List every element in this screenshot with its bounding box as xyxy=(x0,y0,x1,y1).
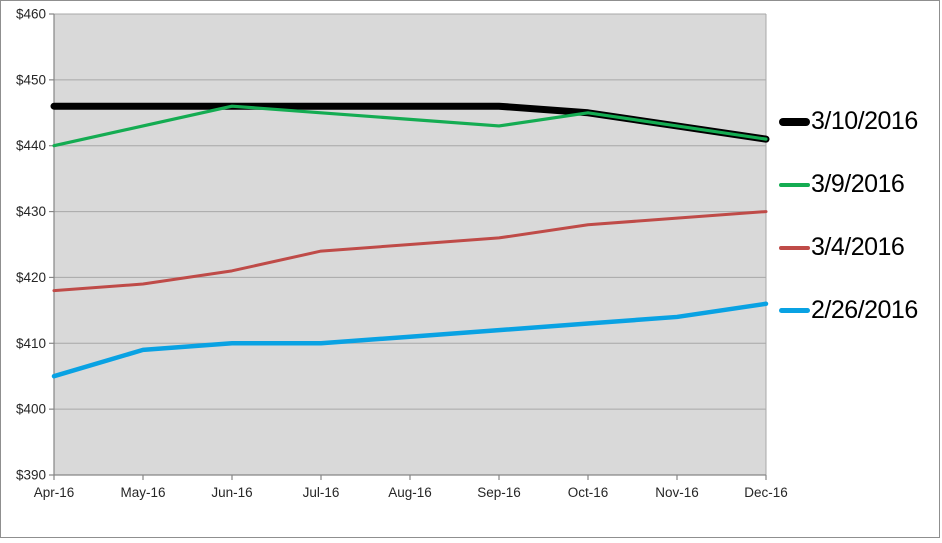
legend-item: 3/10/2016 xyxy=(779,90,941,153)
y-tick-label: $460 xyxy=(16,7,46,22)
series-line-2-26-2016 xyxy=(51,301,769,379)
legend-label: 3/10/2016 xyxy=(811,107,918,135)
x-tick-label: Dec-16 xyxy=(744,485,788,500)
y-tick-label: $410 xyxy=(16,336,46,351)
x-tick-label: Oct-16 xyxy=(568,485,609,500)
y-tick-label: $450 xyxy=(16,72,46,87)
series-line-3-4-2016 xyxy=(52,210,768,293)
legend-label: 3/4/2016 xyxy=(811,233,905,261)
series-line-3-9-2016 xyxy=(52,104,768,148)
y-tick-label: $400 xyxy=(16,402,46,417)
legend-line-marker xyxy=(779,245,810,250)
y-tick-label: $390 xyxy=(16,468,46,483)
legend-item: 2/26/2016 xyxy=(779,279,941,342)
legend-item: 3/9/2016 xyxy=(779,153,941,216)
x-tick-label: May-16 xyxy=(120,485,165,500)
x-tick-label: Jun-16 xyxy=(211,485,252,500)
legend-label: 2/26/2016 xyxy=(811,296,918,324)
y-tick-label: $420 xyxy=(16,270,46,285)
chart-legend: 3/10/2016 3/9/2016 3/4/2016 2/26/2016 xyxy=(779,90,941,342)
legend-line-marker xyxy=(779,308,810,313)
x-tick-label: Aug-16 xyxy=(388,485,432,500)
x-tick-label: Sep-16 xyxy=(477,485,521,500)
x-tick-label: Nov-16 xyxy=(655,485,699,500)
legend-item: 3/4/2016 xyxy=(779,216,941,279)
x-tick-label: Apr-16 xyxy=(34,485,75,500)
y-tick-label: $440 xyxy=(16,138,46,153)
legend-line-marker xyxy=(779,182,810,187)
legend-label: 3/9/2016 xyxy=(811,170,905,198)
y-tick-label: $430 xyxy=(16,204,46,219)
legend-line-marker xyxy=(779,117,810,126)
x-tick-label: Jul-16 xyxy=(303,485,340,500)
